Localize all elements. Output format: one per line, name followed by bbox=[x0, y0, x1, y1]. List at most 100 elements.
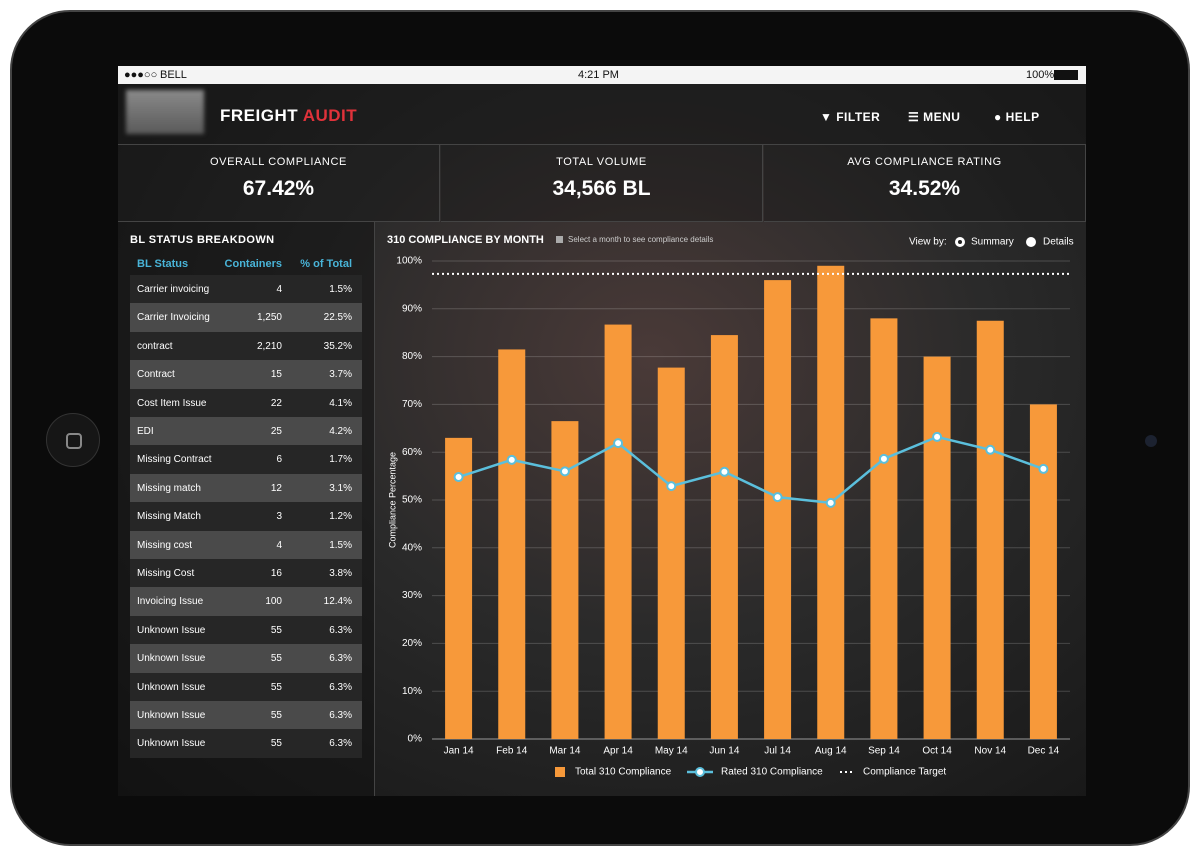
table-row: Missing cost 4 1.5% bbox=[130, 530, 362, 559]
brand-second: AUDIT bbox=[302, 106, 358, 125]
header: FREIGHT AUDIT ▼ FILTER ☰ MENU ● HELP bbox=[118, 84, 1086, 145]
table-row: Carrier Invoicing 1,250 22.5% bbox=[130, 303, 362, 332]
kpi-card: TOTAL VOLUME 34,566 BL bbox=[441, 145, 763, 222]
nav-label[interactable]: HELP bbox=[1005, 110, 1040, 124]
bar[interactable] bbox=[710, 335, 738, 739]
chart: 310 COMPLIANCE BY MONTH Select a month t… bbox=[387, 234, 1074, 778]
table-row: Unknown Issue 55 6.3% bbox=[130, 701, 362, 730]
table-cell: 22.5% bbox=[323, 312, 352, 324]
camera bbox=[1145, 435, 1157, 447]
x-tick-label: May 14 bbox=[655, 746, 688, 757]
table-cell: 12 bbox=[270, 482, 282, 494]
table-cell: 15 bbox=[270, 369, 282, 381]
bar[interactable] bbox=[976, 320, 1004, 739]
table-row: Contract 15 3.7% bbox=[130, 360, 362, 389]
table-cell: 4 bbox=[276, 539, 282, 551]
y-axis-label: Compliance Percentage bbox=[387, 452, 397, 548]
table-row: Missing Match 3 1.2% bbox=[130, 502, 362, 531]
table-cell: 3.7% bbox=[329, 369, 352, 381]
bar[interactable] bbox=[764, 280, 792, 739]
table-cell: 22 bbox=[270, 397, 282, 409]
table-cell: 6 bbox=[276, 454, 282, 466]
table-row: Unknown Issue 55 6.3% bbox=[130, 644, 362, 673]
table-row: Unknown Issue 55 6.3% bbox=[130, 672, 362, 701]
table-cell: 3.1% bbox=[329, 482, 352, 494]
nav-filter[interactable]: ▼ FILTER bbox=[820, 110, 881, 124]
table-cell: Missing Cost bbox=[137, 568, 195, 579]
table-cell: 1.5% bbox=[329, 539, 352, 551]
y-tick-label: 70% bbox=[402, 399, 422, 410]
kpi-value: 67.42% bbox=[242, 177, 315, 200]
line-point bbox=[559, 466, 570, 477]
nav-menu[interactable]: ☰ MENU bbox=[908, 110, 961, 124]
line-point bbox=[772, 492, 783, 503]
view-option[interactable]: Details bbox=[1043, 237, 1074, 248]
table-cell: 55 bbox=[270, 710, 282, 721]
y-tick-label: 100% bbox=[396, 256, 422, 267]
x-tick-label: Jul 14 bbox=[764, 746, 791, 757]
table-cell: 4 bbox=[276, 284, 282, 295]
table-cell: 6.3% bbox=[329, 653, 352, 665]
line-point bbox=[506, 454, 517, 465]
x-tick-label: Jan 14 bbox=[444, 746, 474, 757]
x-tick-label: Dec 14 bbox=[1028, 746, 1060, 757]
nav-label[interactable]: MENU bbox=[923, 110, 961, 124]
y-tick-label: 90% bbox=[402, 303, 422, 314]
signal: ●●●○○ bbox=[124, 69, 158, 81]
kpi-label: AVG COMPLIANCE RATING bbox=[847, 156, 1002, 168]
view-option[interactable]: Summary bbox=[971, 237, 1014, 248]
legend-swatch bbox=[695, 767, 705, 777]
nav-help[interactable]: ● HELP bbox=[994, 110, 1040, 124]
legend-swatch bbox=[555, 767, 565, 777]
bar[interactable] bbox=[604, 324, 632, 739]
table-row: Cost Item Issue 22 4.1% bbox=[130, 388, 362, 417]
radio-details[interactable] bbox=[1026, 237, 1036, 247]
table-cell: 55 bbox=[270, 681, 282, 693]
radio-dot bbox=[958, 240, 962, 244]
table-cell: 2,210 bbox=[256, 340, 282, 352]
table-cell: 55 bbox=[270, 624, 282, 636]
table-cell: Missing cost bbox=[137, 539, 193, 551]
bar[interactable] bbox=[1029, 404, 1057, 739]
table-cell: Carrier Invoicing bbox=[137, 312, 210, 324]
x-tick-label: Sep 14 bbox=[868, 746, 900, 757]
line-point bbox=[932, 431, 943, 442]
home-button[interactable] bbox=[46, 413, 100, 467]
kpi-card: AVG COMPLIANCE RATING 34.52% bbox=[764, 145, 1086, 222]
y-tick-label: 0% bbox=[408, 734, 423, 745]
battery: 100% bbox=[1026, 69, 1055, 81]
bar[interactable] bbox=[923, 356, 951, 739]
table-cell: 4.1% bbox=[329, 397, 352, 409]
table-cell: 1.2% bbox=[329, 511, 352, 523]
brand-first: FREIGHT bbox=[220, 106, 299, 125]
brand: FREIGHT AUDIT bbox=[220, 106, 357, 126]
column-header: BL Status bbox=[137, 258, 189, 270]
bar[interactable] bbox=[657, 367, 685, 739]
chart-title: 310 COMPLIANCE BY MONTH bbox=[387, 234, 544, 246]
kpi-card: OVERALL COMPLIANCE 67.42% bbox=[118, 145, 440, 222]
table-row: Unknown Issue 55 6.3% bbox=[130, 615, 362, 645]
table-cell: 6.3% bbox=[329, 624, 352, 636]
bar[interactable] bbox=[498, 349, 526, 739]
x-tick-label: Feb 14 bbox=[496, 746, 528, 757]
table-cell: 55 bbox=[270, 653, 282, 665]
bar[interactable] bbox=[870, 318, 898, 739]
y-tick-label: 50% bbox=[402, 495, 422, 506]
table-row: contract 2,210 35.2% bbox=[130, 331, 362, 361]
table-cell: Missing Contract bbox=[137, 454, 212, 466]
table-cell: Unknown Issue bbox=[137, 681, 206, 693]
line-point bbox=[453, 472, 464, 483]
status-bar: ●●●○○ BELL 4:21 PM 100% bbox=[118, 66, 1086, 84]
x-tick-label: Mar 14 bbox=[549, 746, 581, 757]
table-row: EDI 25 4.2% bbox=[130, 417, 362, 446]
y-tick-label: 30% bbox=[402, 590, 422, 601]
table-cell: 1.5% bbox=[329, 284, 352, 295]
table-cell: 6.3% bbox=[329, 710, 352, 721]
table-cell: Cost Item Issue bbox=[137, 397, 207, 409]
bar[interactable] bbox=[445, 437, 473, 739]
table-cell: 55 bbox=[270, 738, 282, 750]
y-tick-label: 10% bbox=[402, 686, 422, 697]
x-tick-label: Jun 14 bbox=[709, 746, 739, 757]
nav-label[interactable]: FILTER bbox=[836, 110, 881, 124]
